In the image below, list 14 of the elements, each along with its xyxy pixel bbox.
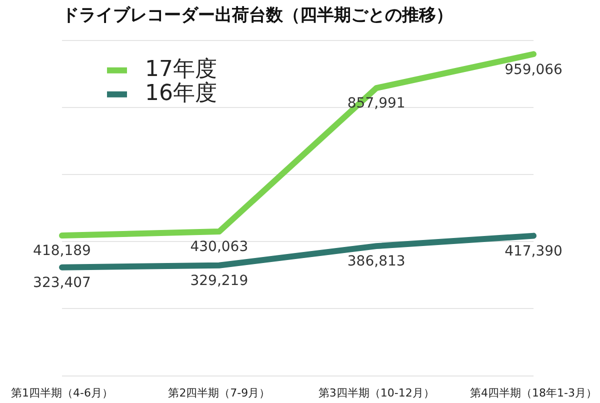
- data-label: 417,390: [504, 243, 562, 260]
- x-tick-label: 第3四半期（10-12月）: [318, 386, 434, 400]
- legend-label: 16年度: [145, 81, 217, 106]
- data-label: 323,407: [33, 274, 91, 291]
- x-tick-label: 第1四半期（4-6月）: [11, 386, 113, 400]
- legend-label: 17年度: [145, 57, 217, 82]
- data-label: 430,063: [190, 239, 248, 256]
- data-label: 959,066: [504, 62, 563, 78]
- data-label: 386,813: [347, 254, 406, 270]
- data-label: 329,219: [190, 273, 248, 290]
- x-tick-label: 第4四半期（18年1-3月）: [470, 386, 598, 400]
- data-label: 418,189: [33, 243, 91, 260]
- x-tick-label: 第2四半期（7-9月）: [168, 386, 270, 400]
- chart-title: ドライブレコーダー出荷台数（四半期ごとの推移）: [62, 6, 453, 26]
